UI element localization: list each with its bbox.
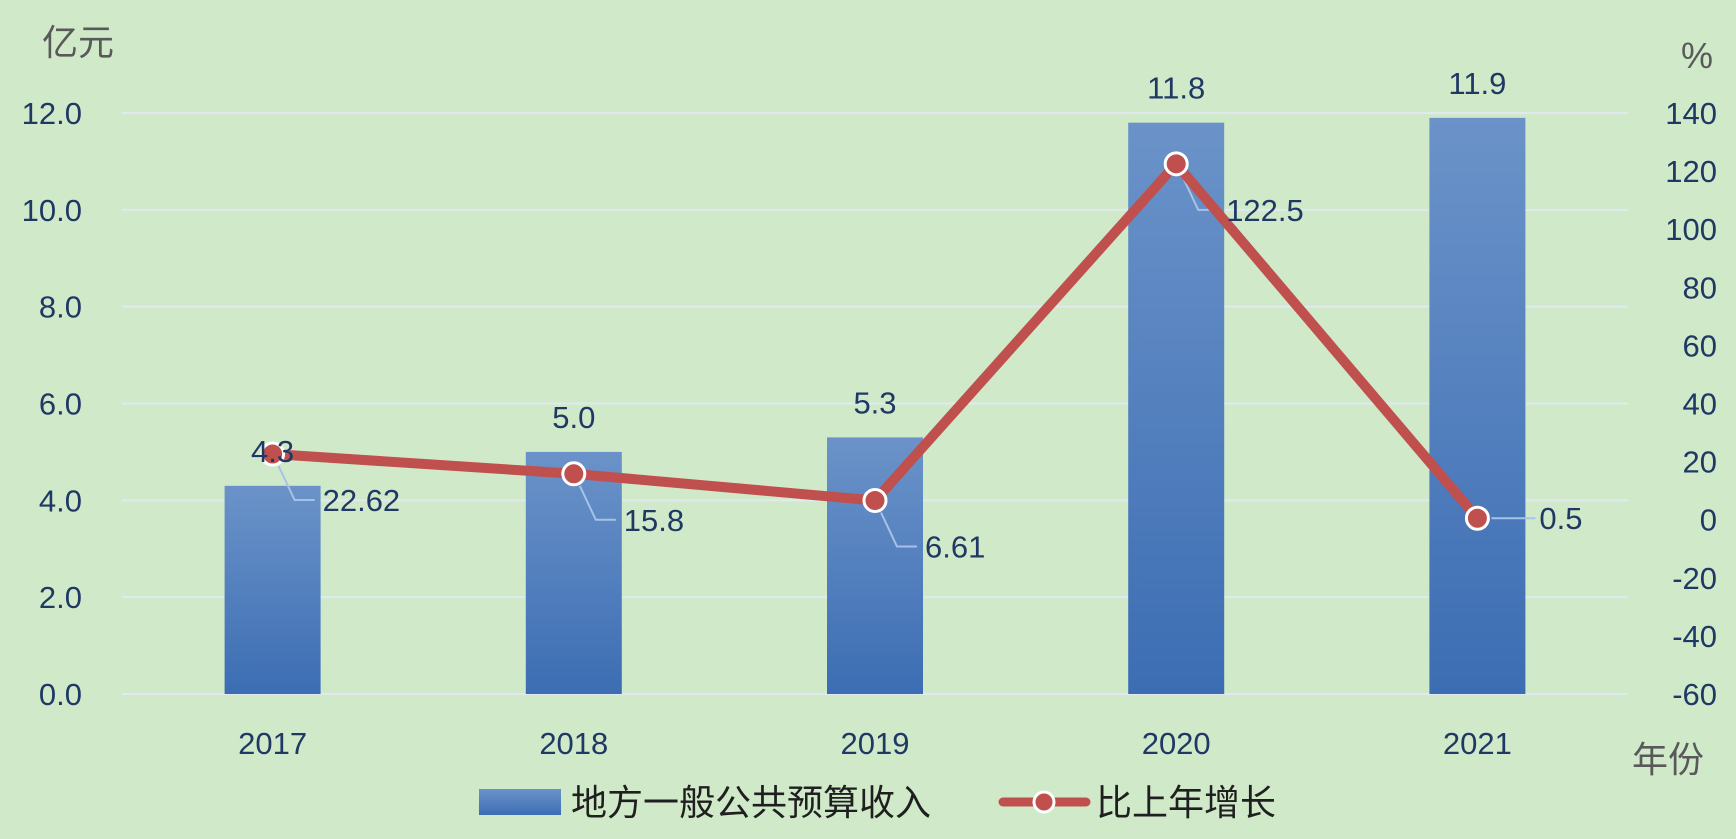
leader-line bbox=[578, 485, 616, 521]
legend-label-line: 比上年增长 bbox=[1096, 782, 1276, 823]
y-right-tick-label: 80 bbox=[1683, 270, 1717, 305]
x-tick-label: 2018 bbox=[539, 726, 608, 761]
y-left-tick-label: 4.0 bbox=[39, 483, 82, 518]
bar-value-label: 4.3 bbox=[251, 434, 294, 469]
y-left-tick-label: 6.0 bbox=[39, 387, 82, 422]
y-right-tick-label: 60 bbox=[1683, 328, 1717, 363]
leader-lines bbox=[277, 175, 1536, 548]
bar bbox=[827, 437, 923, 694]
leader-line bbox=[277, 465, 315, 501]
y-left-tick-label: 10.0 bbox=[22, 193, 82, 228]
line-marker bbox=[1464, 505, 1490, 531]
line-series bbox=[260, 151, 1490, 531]
x-tick-label: 2020 bbox=[1142, 726, 1211, 761]
line-marker bbox=[862, 487, 888, 513]
x-axis-title: 年份 bbox=[1632, 739, 1704, 780]
y-right-tick-label: 120 bbox=[1665, 154, 1717, 189]
bar bbox=[525, 451, 622, 694]
y-right-tick-label: 20 bbox=[1683, 445, 1717, 480]
y-right-tick-label: -20 bbox=[1672, 561, 1717, 596]
legend: 地方一般公共预算收入 比上年增长 bbox=[479, 782, 1276, 823]
bar-value-label: 5.3 bbox=[853, 385, 896, 420]
data-labels: 4.3 5.0 5.3 11.8 11.9 22.62 15.8 6.61 122.5 0.5 bbox=[251, 66, 1582, 565]
legend-swatch-bar bbox=[479, 789, 561, 815]
axes: 0.0 2.0 4.0 6.0 8.0 10.0 12.0 -60 -40 -20 0 20 40 60 8… bbox=[22, 96, 1717, 761]
y-right-tick-label: 0 bbox=[1700, 503, 1717, 538]
legend-swatch-marker bbox=[1032, 790, 1056, 814]
y-right-tick-label: -60 bbox=[1672, 677, 1717, 712]
line-value-label: 6.61 bbox=[925, 529, 985, 564]
bar bbox=[1128, 122, 1225, 694]
y-left-tick-label: 8.0 bbox=[39, 290, 82, 325]
line-value-label: 22.62 bbox=[323, 483, 401, 518]
y-left-tick-label: 2.0 bbox=[39, 580, 82, 615]
y-right-tick-label: 40 bbox=[1683, 387, 1717, 422]
bar-value-label: 11.8 bbox=[1147, 71, 1205, 106]
line-marker bbox=[1163, 151, 1189, 177]
bar-series bbox=[224, 117, 1526, 694]
bar-value-label: 5.0 bbox=[552, 400, 595, 435]
bar bbox=[1429, 117, 1526, 694]
y-right-tick-label: 100 bbox=[1665, 212, 1717, 247]
y-left-tick-label: 0.0 bbox=[39, 677, 82, 712]
line-value-label: 15.8 bbox=[624, 503, 684, 538]
y-left-tick-label: 12.0 bbox=[22, 96, 82, 131]
x-tick-label: 2021 bbox=[1443, 726, 1512, 761]
y-left-unit: 亿元 bbox=[42, 22, 114, 63]
line-marker bbox=[260, 441, 286, 467]
bar bbox=[224, 485, 321, 694]
y-right-tick-label: 140 bbox=[1665, 96, 1717, 131]
x-tick-label: 2017 bbox=[238, 726, 307, 761]
line-value-label: 122.5 bbox=[1226, 193, 1304, 228]
bar-value-label: 11.9 bbox=[1448, 66, 1506, 101]
line-value-label: 0.5 bbox=[1539, 501, 1582, 536]
x-tick-label: 2019 bbox=[841, 726, 910, 761]
legend-label-bar: 地方一般公共预算收入 bbox=[571, 782, 931, 823]
line-marker bbox=[561, 461, 587, 487]
leader-line bbox=[880, 512, 917, 548]
y-right-tick-label: -40 bbox=[1672, 619, 1717, 654]
y-right-unit: % bbox=[1681, 35, 1713, 76]
